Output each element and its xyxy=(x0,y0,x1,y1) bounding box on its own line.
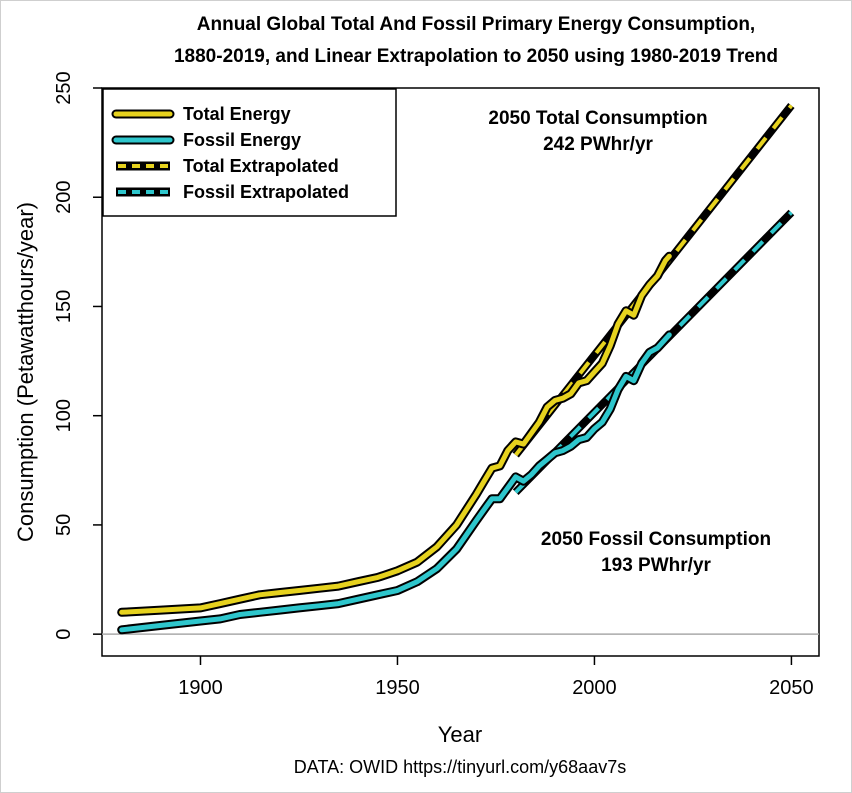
axis-ticks: 1900 1950 2000 2050 0 50 100 150 200 250 xyxy=(53,71,814,699)
x-tick-label: 2050 xyxy=(769,677,814,699)
legend-item-fossil-extrapolated: Fossil Extrapolated xyxy=(116,182,349,202)
series-total-energy xyxy=(117,251,674,617)
legend-label: Fossil Energy xyxy=(183,130,301,150)
legend: Total Energy Fossil Energy Total Extrapola… xyxy=(102,88,397,217)
legend-items: Total Energy Fossil Energy Total Extrapola… xyxy=(111,104,349,202)
series-line xyxy=(514,211,793,494)
x-tick-label: 1950 xyxy=(375,677,420,699)
annotation-fossil-title: 2050 Fossil Consumption xyxy=(541,529,771,550)
plot-area xyxy=(101,87,820,657)
y-tick-label: 100 xyxy=(53,399,75,432)
legend-item-total-energy: Total Energy xyxy=(111,104,291,124)
chart-subtitle: 1880-2019, and Linear Extrapolation to 2… xyxy=(174,46,778,67)
y-tick-label: 150 xyxy=(53,290,75,323)
series-line xyxy=(119,332,672,633)
series-line xyxy=(119,253,672,615)
x-axis-label: Year xyxy=(438,722,482,747)
x-tick-label: 2000 xyxy=(572,677,617,699)
y-tick-label: 250 xyxy=(53,71,75,104)
legend-item-total-extrapolated: Total Extrapolated xyxy=(116,156,339,176)
legend-label: Fossil Extrapolated xyxy=(183,182,349,202)
chart-title: Annual Global Total And Fossil Primary E… xyxy=(197,14,755,35)
legend-item-fossil-energy: Fossil Energy xyxy=(111,130,301,150)
annotation-fossil-value: 193 PWhr/yr xyxy=(601,555,711,576)
y-tick-label: 50 xyxy=(53,514,75,536)
series-layer xyxy=(117,103,795,635)
legend-label: Total Energy xyxy=(183,104,291,124)
y-axis-label: Consumption (Petawatthours/year) xyxy=(13,202,38,542)
y-tick-label: 0 xyxy=(53,629,75,640)
series-line xyxy=(514,104,793,457)
data-source: DATA: OWID https://tinyurl.com/y68aav7s xyxy=(294,757,626,777)
legend-label: Total Extrapolated xyxy=(183,156,339,176)
x-tick-label: 1900 xyxy=(178,677,223,699)
annotation-total-title: 2050 Total Consumption xyxy=(488,108,707,129)
annotation-total-value: 242 PWhr/yr xyxy=(543,134,653,155)
y-tick-label: 200 xyxy=(53,181,75,214)
series-fossil-energy xyxy=(117,330,674,635)
